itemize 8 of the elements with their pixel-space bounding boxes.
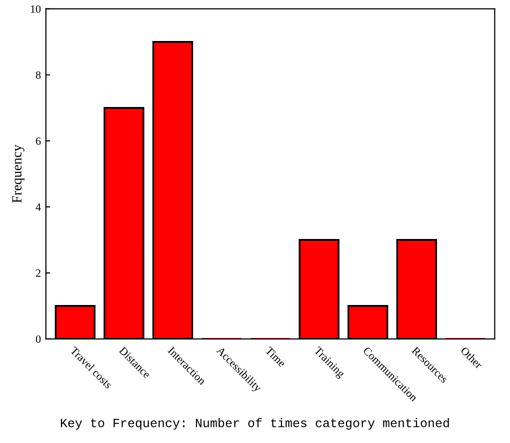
y-tick-label: 0	[36, 335, 41, 343]
y-tick-label: 6	[36, 137, 41, 145]
y-tick-label: 2	[36, 269, 40, 277]
y-tick-label: 8	[36, 71, 41, 79]
y-tick-label: 10	[30, 5, 41, 13]
y-axis-title: Frequency	[12, 144, 24, 203]
y-tick-label: 4	[36, 203, 41, 211]
text: Key to Frequency: Number of times category mentioned	[60, 418, 449, 430]
